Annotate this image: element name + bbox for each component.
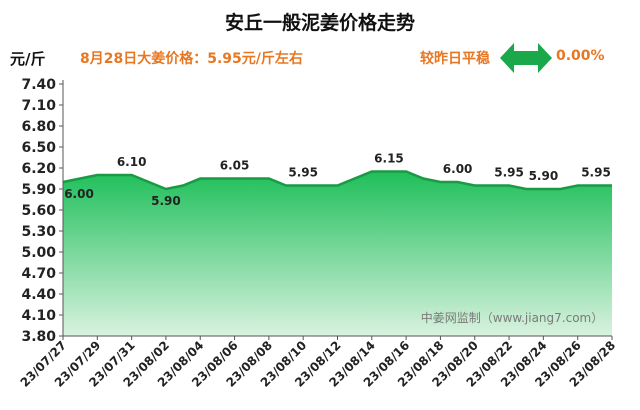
chart-title: 安丘一般泥姜价格走势 xyxy=(224,12,415,34)
price-summary: 8月28日大姜价格：5.95元/斤左右 xyxy=(80,51,303,67)
data-label: 5.90 xyxy=(529,169,559,183)
y-tick-label: 6.50 xyxy=(21,140,56,156)
y-tick-label: 4.40 xyxy=(21,287,56,303)
data-label: 5.95 xyxy=(494,166,524,180)
y-tick-label: 7.10 xyxy=(21,98,56,114)
compare-label: 较昨日平稳 xyxy=(420,51,490,67)
y-tick-label: 3.80 xyxy=(21,329,56,345)
y-tick-label: 5.90 xyxy=(21,182,56,198)
data-label: 6.10 xyxy=(117,155,147,169)
y-tick-label: 5.00 xyxy=(21,245,56,261)
y-tick-label: 6.80 xyxy=(21,119,56,135)
y-tick-label: 5.60 xyxy=(21,203,56,219)
unit-label: 元/斤 xyxy=(10,50,46,68)
y-tick-label: 7.40 xyxy=(21,77,56,93)
compare-percent: 0.00% xyxy=(556,48,605,64)
data-label: 6.00 xyxy=(64,187,94,201)
data-label: 5.95 xyxy=(288,166,318,180)
data-label: 6.15 xyxy=(374,152,404,166)
price-line-series xyxy=(62,170,612,191)
y-tick-label: 4.70 xyxy=(21,266,56,282)
data-label: 6.00 xyxy=(443,162,473,176)
data-label: 5.90 xyxy=(151,194,181,208)
price-area xyxy=(63,171,612,336)
double-arrow-icon xyxy=(500,43,552,73)
y-tick-label: 6.20 xyxy=(21,161,56,177)
y-tick-label: 4.10 xyxy=(21,308,56,324)
data-label: 5.95 xyxy=(581,166,611,180)
watermark: 中姜网监制（www.jiang7.com） xyxy=(421,310,603,325)
data-label: 6.05 xyxy=(220,159,250,173)
y-tick-label: 5.30 xyxy=(21,224,56,240)
